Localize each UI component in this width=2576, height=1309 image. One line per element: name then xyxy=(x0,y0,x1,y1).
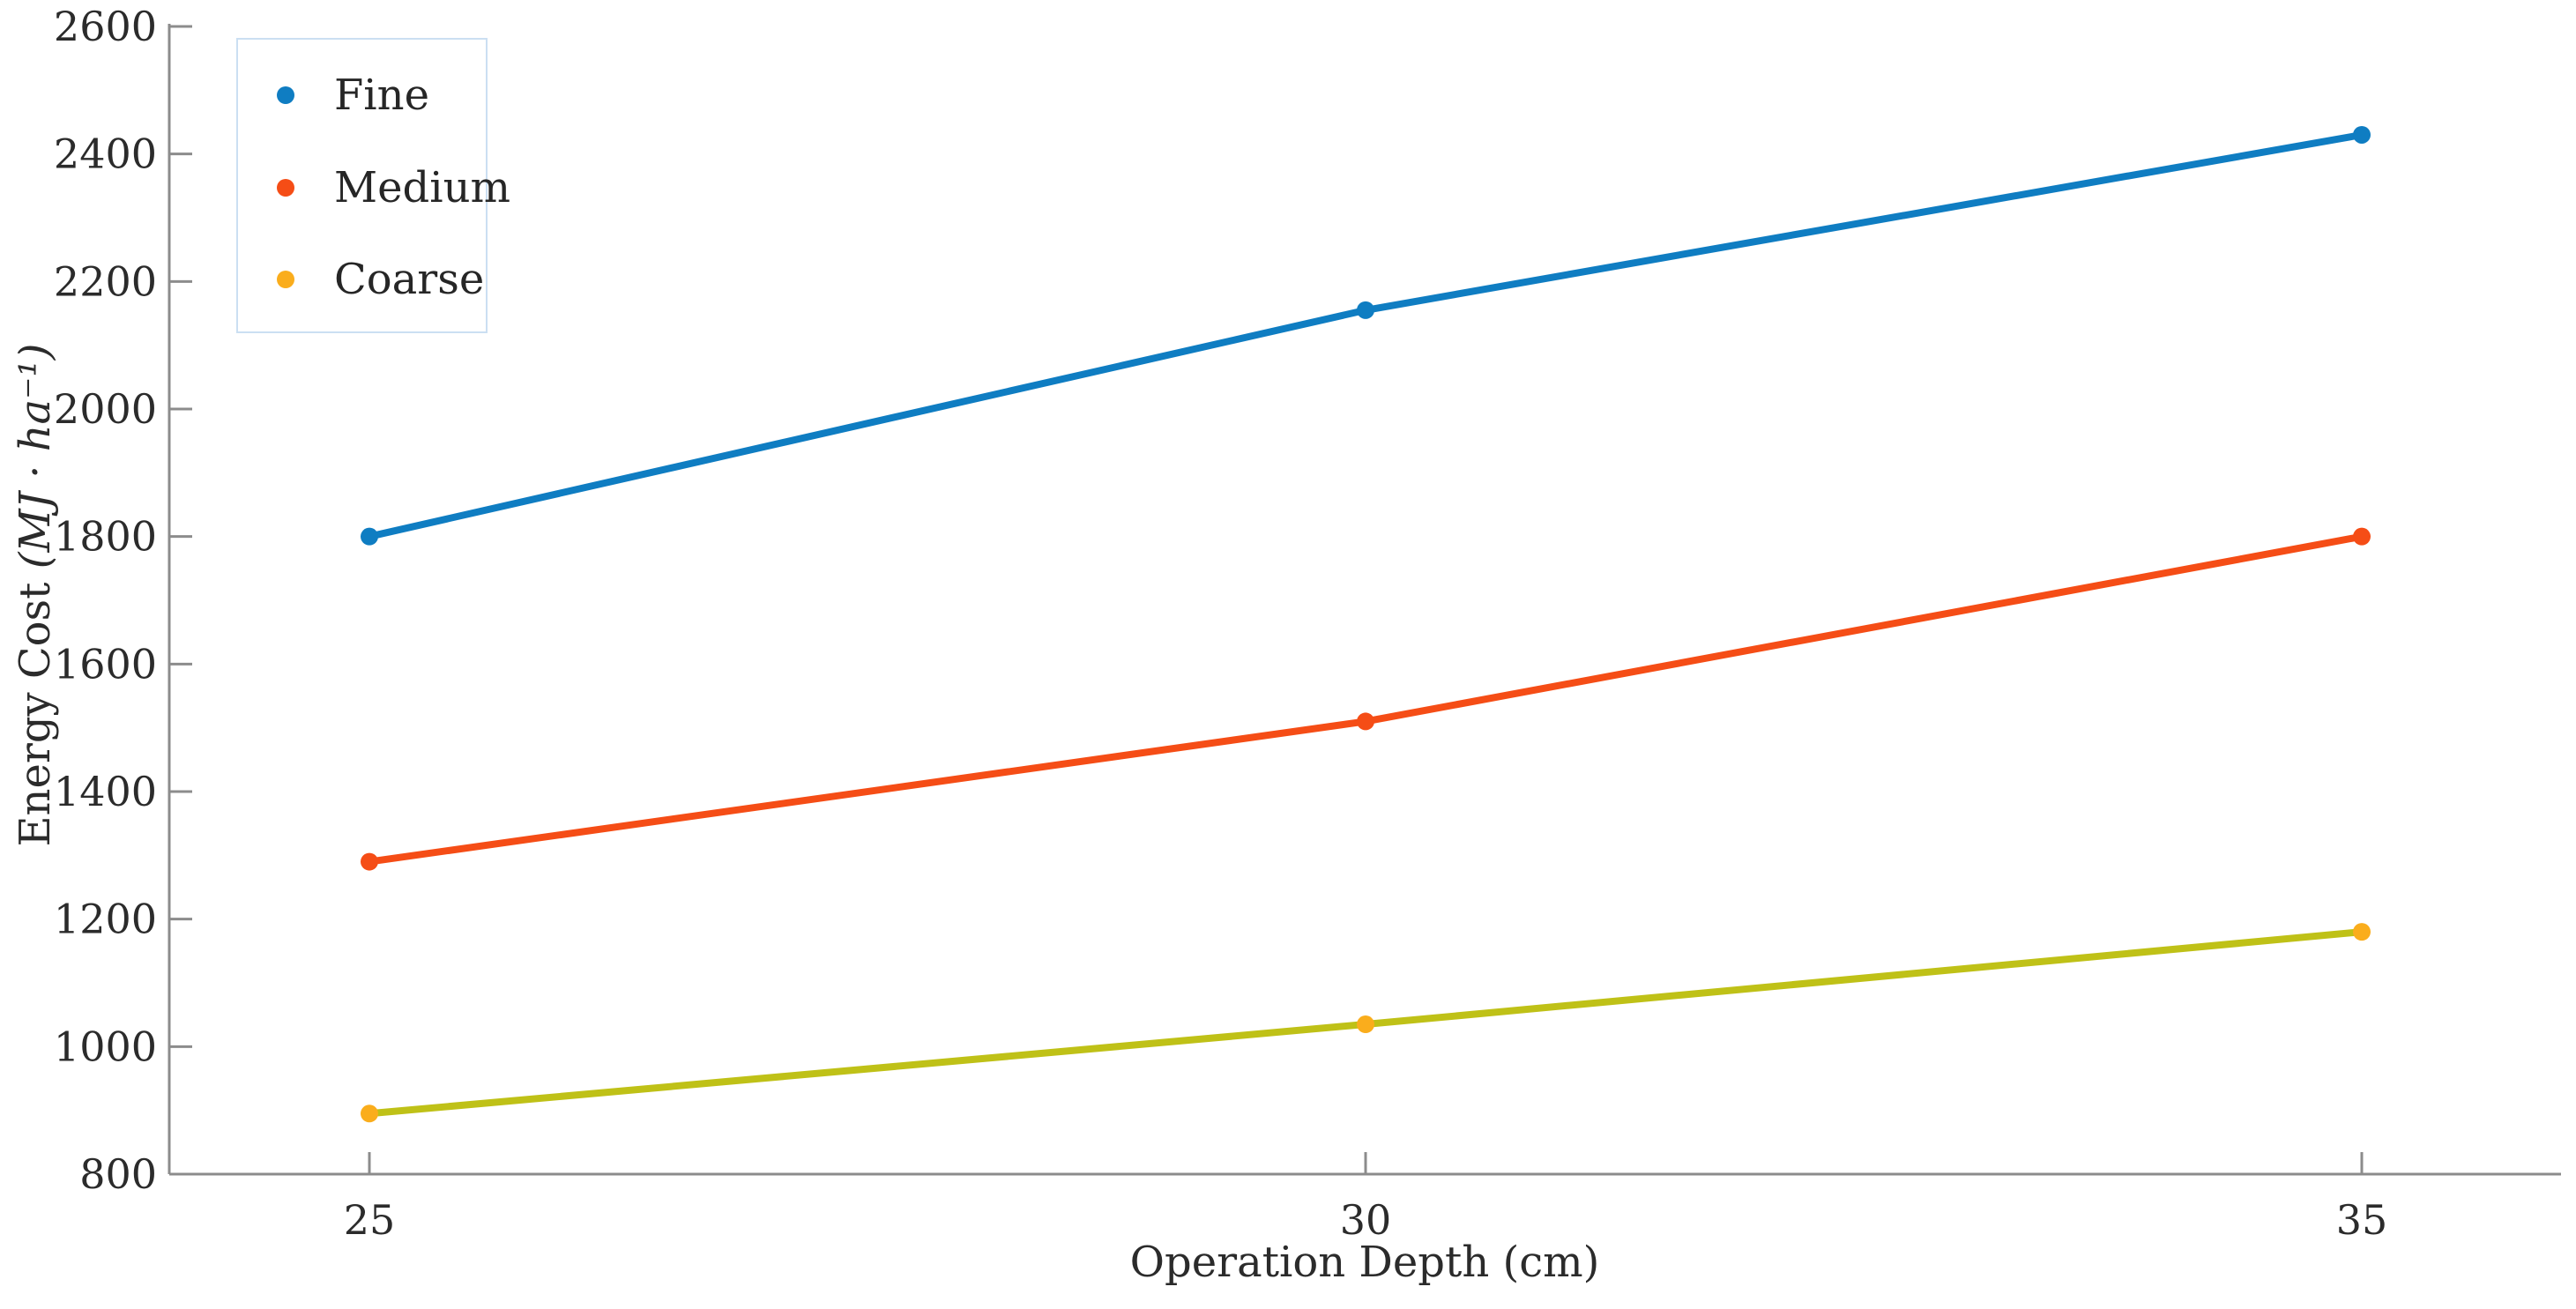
y-tick-label: 2400 xyxy=(54,130,157,178)
series-line-medium xyxy=(366,532,2365,866)
legend-marker-coarse-icon xyxy=(277,271,294,288)
y-tick-label: 2200 xyxy=(54,257,157,305)
legend-marker-fine-icon xyxy=(277,86,294,104)
legend-label-medium: Medium xyxy=(334,162,511,212)
y-axis-title-text: Energy Cost xyxy=(11,569,60,847)
legend: Fine Medium Coarse xyxy=(236,38,510,333)
y-tick-label: 1400 xyxy=(54,768,157,815)
legend-label-coarse: Coarse xyxy=(334,255,485,304)
marker-coarse-25 xyxy=(361,1104,378,1123)
y-tick-label: 1800 xyxy=(54,513,157,561)
x-tick-label: 35 xyxy=(2336,1196,2388,1244)
marker-coarse-35 xyxy=(2353,923,2371,941)
y-tick-label: 1000 xyxy=(54,1023,157,1070)
x-tick-label: 25 xyxy=(344,1196,396,1244)
marker-medium-30 xyxy=(1357,712,1374,731)
legend-item-coarse: Coarse xyxy=(238,257,486,301)
y-tick-label: 1200 xyxy=(54,896,157,943)
x-axis-title: Operation Depth (cm) xyxy=(1129,1238,1600,1287)
y-axis-title-unit: (MJ · ha⁻¹) xyxy=(11,343,60,569)
y-axis-title: Energy Cost (MJ · ha⁻¹) xyxy=(11,21,60,1169)
marker-fine-35 xyxy=(2353,125,2371,144)
marker-fine-25 xyxy=(361,527,378,546)
y-tick-label: 2000 xyxy=(54,385,157,433)
legend-label-fine: Fine xyxy=(334,71,429,120)
y-tick-label: 1600 xyxy=(54,640,157,688)
legend-marker-medium-icon xyxy=(277,178,294,197)
x-tick-label: 30 xyxy=(1340,1196,1392,1244)
marker-medium-25 xyxy=(361,852,378,871)
y-tick-label: 800 xyxy=(79,1150,157,1198)
marker-coarse-30 xyxy=(1357,1015,1374,1034)
marker-fine-30 xyxy=(1357,301,1374,319)
y-tick-label: 2600 xyxy=(54,3,157,50)
marker-medium-35 xyxy=(2353,527,2371,546)
legend-item-fine: Fine xyxy=(238,73,486,117)
series-line-fine xyxy=(366,130,2365,540)
legend-item-medium: Medium xyxy=(238,166,510,210)
